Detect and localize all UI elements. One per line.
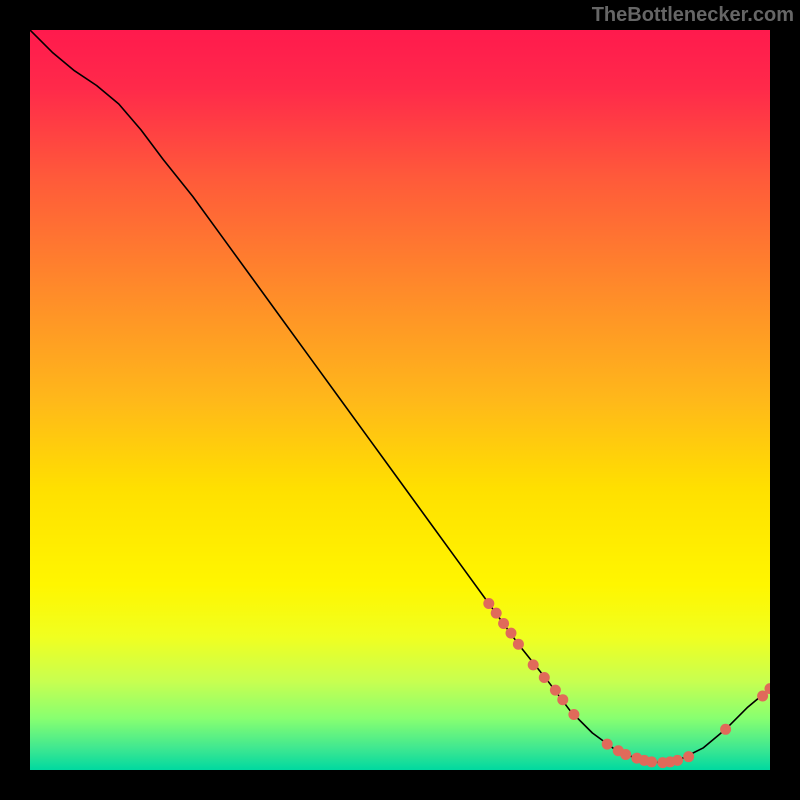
gradient-background — [30, 30, 770, 770]
data-point — [720, 724, 731, 735]
data-point — [513, 639, 524, 650]
data-point — [683, 751, 694, 762]
data-point — [646, 756, 657, 767]
data-point — [672, 755, 683, 766]
data-point — [506, 628, 517, 639]
data-point — [602, 739, 613, 750]
plot-area — [30, 30, 770, 770]
data-point — [483, 598, 494, 609]
data-point — [620, 749, 631, 760]
data-point — [498, 618, 509, 629]
data-point — [557, 694, 568, 705]
watermark-text: TheBottlenecker.com — [592, 4, 794, 27]
data-point — [539, 672, 550, 683]
data-point — [528, 659, 539, 670]
data-point — [568, 709, 579, 720]
chart-svg — [30, 30, 770, 770]
chart-container: TheBottlenecker.com — [0, 0, 800, 800]
data-point — [491, 608, 502, 619]
data-point — [550, 685, 561, 696]
